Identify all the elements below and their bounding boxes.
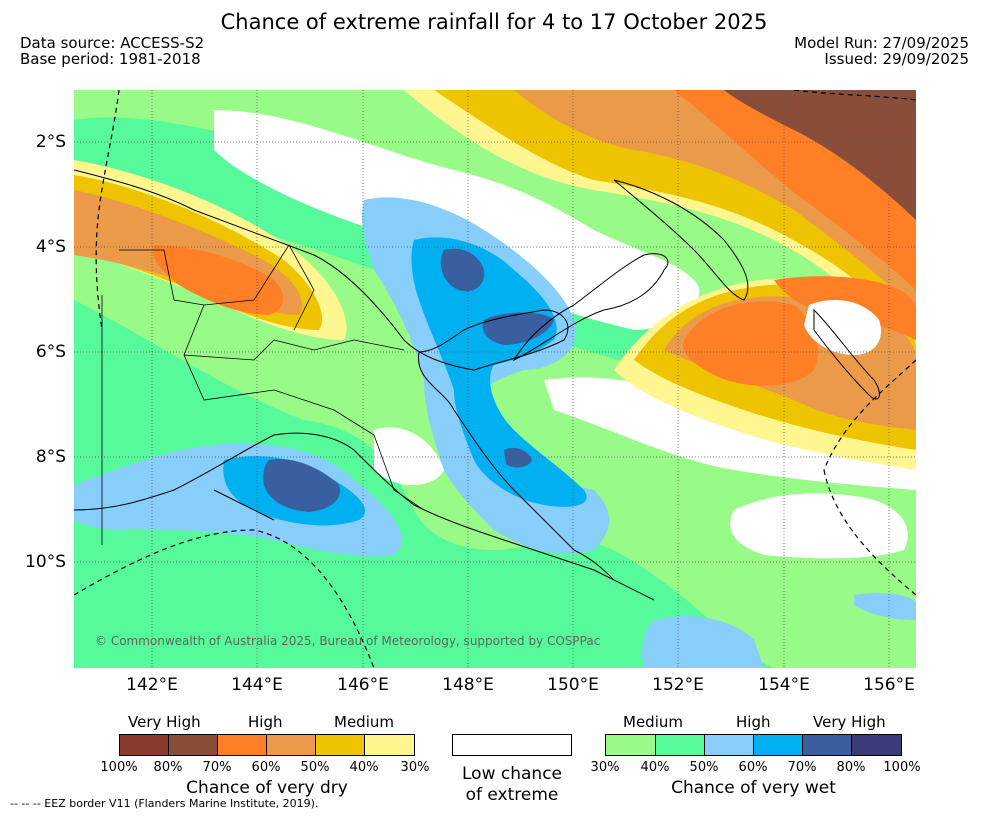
wet-80-d — [263, 459, 340, 512]
wet-80-a — [440, 248, 485, 292]
meta-left: Data source: ACCESS-S2 Base period: 1981… — [20, 35, 204, 67]
y-tick-6s: 6°S — [35, 342, 66, 362]
y-tick-2s: 2°S — [35, 132, 66, 152]
legend-low-line1: Low chance — [462, 764, 562, 784]
legend-wet-caption: Chance of very wet — [671, 778, 836, 798]
bougainville-coast — [813, 308, 880, 400]
low-chance-mid — [374, 427, 444, 485]
x-tick-142e: 142°E — [126, 675, 178, 695]
swatch-wet-60 — [753, 734, 803, 756]
new-ireland-coast — [613, 179, 749, 301]
graticule — [74, 90, 916, 668]
wet-pct-100: 100% — [883, 760, 921, 775]
data-source: Data source: ACCESS-S2 — [20, 34, 205, 52]
swatch-wet-80 — [851, 734, 902, 756]
swatch-dry-80 — [168, 734, 218, 756]
swatch-dry-40 — [364, 734, 415, 756]
y-tick-8s: 8°S — [35, 447, 66, 467]
dry-60-east — [683, 301, 818, 386]
legend-low-line2: of extreme — [465, 785, 559, 805]
coastlines — [74, 169, 880, 601]
map-title: Chance of extreme rainfall for 4 to 17 O… — [220, 10, 768, 34]
dry-pct-50: 50% — [300, 760, 330, 775]
x-tick-152e: 152°E — [652, 675, 704, 695]
swatch-dry-70 — [217, 734, 267, 756]
eez-borders — [74, 90, 916, 668]
model-run: Model Run: 27/09/2025 — [794, 34, 969, 52]
legend-dry-caption: Chance of very dry — [186, 778, 348, 798]
legend-dry-high: High — [248, 713, 283, 731]
dry-pct-70: 70% — [202, 760, 232, 775]
legend-wet-very-high: Very High — [813, 713, 886, 731]
new-britain-coast — [512, 253, 669, 362]
swatch-dry-50 — [315, 734, 365, 756]
legend-dry-medium: Medium — [334, 713, 394, 731]
swatch-wet-70 — [802, 734, 852, 756]
wet-pct-30: 30% — [590, 760, 620, 775]
base-period: Base period: 1981-2018 — [20, 50, 201, 68]
wet-pct-40: 40% — [640, 760, 670, 775]
legend-wet-medium: Medium — [623, 713, 683, 731]
legend-wet-bar — [605, 734, 902, 756]
wet-pct-80: 80% — [836, 760, 866, 775]
new-guinea-coast — [74, 169, 655, 601]
y-tick-10s: 10°S — [25, 552, 66, 572]
legend-dry-very-high: Very High — [128, 713, 201, 731]
dry-pct-30: 30% — [400, 760, 430, 775]
low-chance-new-ireland — [804, 300, 882, 355]
dry-60-west — [152, 245, 284, 315]
dry-pct-100: 100% — [100, 760, 138, 775]
dry-pct-40: 40% — [349, 760, 379, 775]
wet-50-far-se — [854, 593, 916, 620]
dry-pct-80: 80% — [153, 760, 183, 775]
legend-wet-high: High — [736, 713, 771, 731]
torres-coast — [213, 489, 275, 521]
issued-date: Issued: 29/09/2025 — [824, 50, 969, 68]
rainfall-map — [74, 90, 916, 668]
dry-pct-60: 60% — [251, 760, 281, 775]
x-tick-156e: 156°E — [863, 675, 915, 695]
copyright-note: © Commonwealth of Australia 2025, Bureau… — [95, 634, 601, 648]
wet-80-b — [482, 312, 554, 345]
x-tick-148e: 148°E — [442, 675, 494, 695]
wet-pct-60: 60% — [738, 760, 768, 775]
x-tick-154e: 154°E — [758, 675, 810, 695]
x-tick-150e: 150°E — [547, 675, 599, 695]
wet-pct-50: 50% — [689, 760, 719, 775]
x-tick-146e: 146°E — [337, 675, 389, 695]
dry-100-north — [724, 90, 916, 220]
swatch-dry-60 — [266, 734, 316, 756]
low-chance-se — [730, 493, 908, 559]
swatch-wet-40 — [655, 734, 705, 756]
province-borders — [101, 244, 425, 545]
swatch-wet-30 — [605, 734, 656, 756]
low-chance-east — [544, 377, 916, 490]
swatch-wet-50 — [704, 734, 754, 756]
wet-50-se — [642, 616, 764, 668]
x-tick-144e: 144°E — [231, 675, 283, 695]
wet-40-region — [74, 300, 774, 668]
swatch-dry-100 — [119, 734, 169, 756]
wet-80-c — [504, 448, 532, 468]
y-tick-4s: 4°S — [35, 237, 66, 257]
legend-dry-bar — [119, 734, 415, 756]
swatch-low-chance — [452, 734, 572, 756]
wet-pct-70: 70% — [787, 760, 817, 775]
eez-footnote: -- -- -- EEZ border V11 (Flanders Marine… — [10, 797, 319, 810]
meta-right: Model Run: 27/09/2025 Issued: 29/09/2025 — [794, 35, 969, 67]
wet-70-central — [411, 237, 587, 507]
